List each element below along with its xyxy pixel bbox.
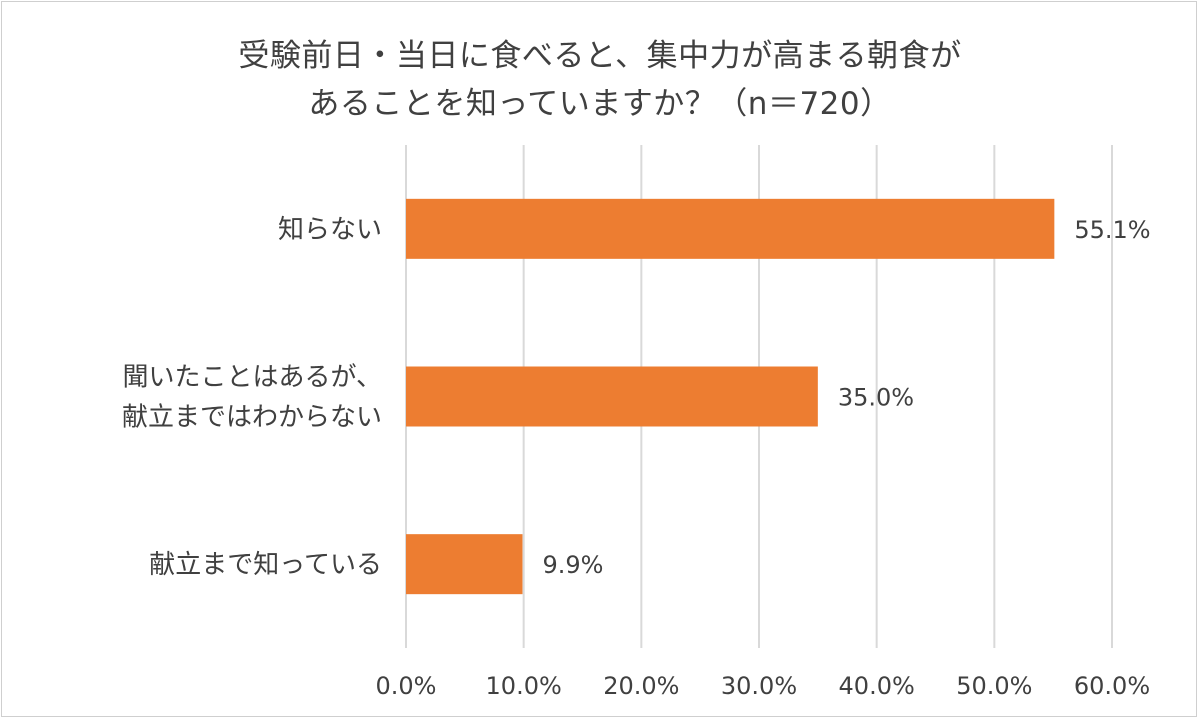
chart-title-line-2: あることを知っていますか？（n＝720） xyxy=(308,86,892,122)
bar xyxy=(406,366,818,427)
bar xyxy=(406,198,1055,259)
x-tick-label: 40.0% xyxy=(839,672,915,700)
x-tick-label: 0.0% xyxy=(376,672,437,700)
x-tick-label: 20.0% xyxy=(603,672,679,700)
x-tick-label: 10.0% xyxy=(486,672,562,700)
tick-labels: 0.0% 10.0% 20.0% 30.0% 40.0% 50.0% 60.0% xyxy=(376,672,1151,700)
category-label: 献立まで知っている xyxy=(149,550,382,580)
data-label: 55.1% xyxy=(1074,216,1150,244)
chart-title-line-1: 受験前日・当日に食べると、集中力が高まる朝食が xyxy=(238,38,962,74)
x-tick-label: 60.0% xyxy=(1074,672,1150,700)
data-label: 9.9% xyxy=(542,551,603,579)
x-tick-label: 30.0% xyxy=(721,672,797,700)
bar xyxy=(406,534,523,595)
value-labels: 55.1% 35.0% 9.9% xyxy=(542,216,1150,579)
category-label: 知らない xyxy=(278,215,382,245)
data-label: 35.0% xyxy=(838,384,914,412)
category-label: 聞いたことはあるが、 xyxy=(123,363,382,393)
category-label: 献立まではわからない xyxy=(122,403,382,433)
bars xyxy=(406,198,1055,595)
x-tick-label: 50.0% xyxy=(956,672,1032,700)
